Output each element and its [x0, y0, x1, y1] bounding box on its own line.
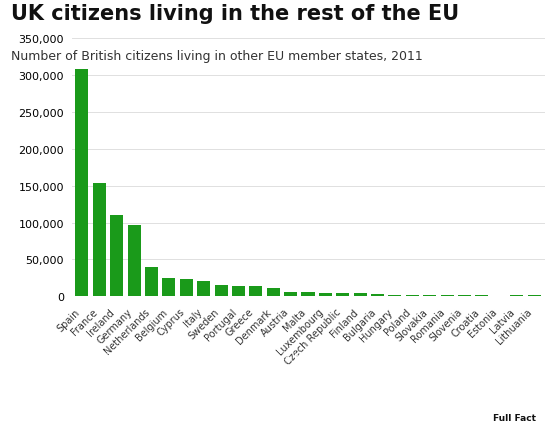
Text: Number of British citizens living in other EU member states, 2011: Number of British citizens living in oth… [11, 49, 423, 62]
Bar [214, 286, 228, 297]
Bar [75, 70, 89, 297]
Bar [145, 267, 158, 297]
Bar [128, 226, 141, 297]
Bar [371, 295, 384, 297]
Bar [197, 281, 210, 297]
Bar [267, 288, 280, 297]
Text: Source:: Source: [14, 353, 62, 362]
Bar [249, 286, 262, 297]
Bar [493, 296, 506, 297]
Bar [458, 295, 471, 297]
Bar [301, 292, 315, 297]
Bar [319, 293, 332, 297]
Bar [284, 292, 297, 297]
Bar [232, 286, 245, 297]
Bar [527, 295, 541, 297]
Bar [93, 183, 106, 297]
Bar [336, 294, 349, 297]
Text: UK citizens living in the rest of the EU: UK citizens living in the rest of the EU [11, 4, 459, 24]
Bar [406, 295, 419, 297]
Bar [110, 215, 123, 297]
Bar [423, 295, 436, 297]
Text: ONS estimates from ‘What information is there on British migrants living
in Euro: ONS estimates from ‘What information is … [58, 353, 467, 374]
Text: Full Fact: Full Fact [493, 414, 536, 422]
Bar [388, 295, 401, 297]
Bar [510, 295, 523, 297]
Bar [441, 295, 454, 297]
Bar [475, 295, 488, 297]
Bar [180, 280, 193, 297]
Bar [162, 278, 175, 297]
Bar [354, 294, 367, 297]
Polygon shape [473, 335, 550, 430]
